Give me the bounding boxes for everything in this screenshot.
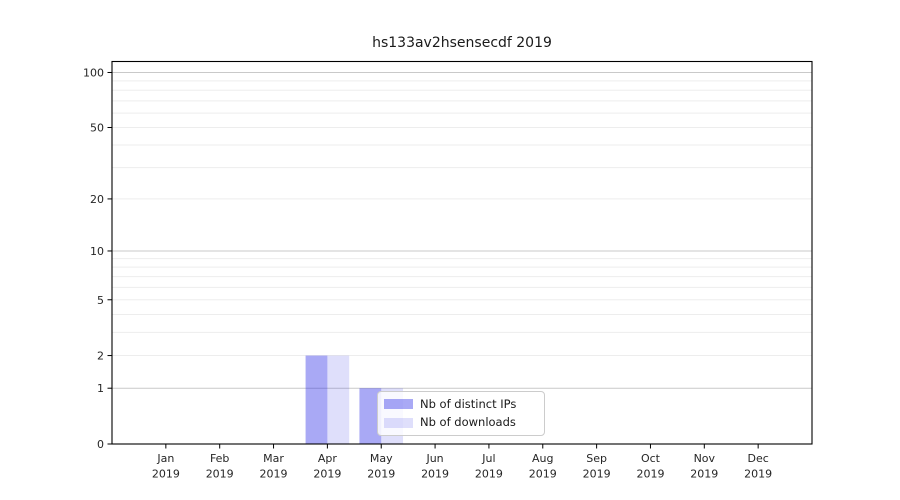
y-tick-label-50: 50	[90, 121, 104, 134]
distinct-ips-swatch	[384, 399, 413, 410]
y-tick-label-2: 2	[97, 350, 104, 363]
x-tick-label-year-nov: 2019	[690, 468, 718, 481]
x-tick-label-month-nov: Nov	[694, 452, 716, 465]
x-tick-label-month-mar: Mar	[263, 452, 284, 465]
x-tick-label-year-apr: 2019	[313, 468, 341, 481]
x-tick-label-month-jan: Jan	[156, 452, 174, 465]
y-tick-label-100: 100	[83, 66, 104, 79]
chart-title: hs133av2hsensecdf 2019	[372, 35, 552, 51]
x-tick-label-year-feb: 2019	[206, 468, 234, 481]
legend-item-distinct-ips: Nb of distinct IPs	[384, 395, 536, 414]
bar-distinct-ips-apr	[305, 355, 328, 444]
y-tick-label-5: 5	[97, 294, 104, 307]
x-tick-label-month-oct: Oct	[641, 452, 661, 465]
legend-box: Nb of distinct IPs Nb of downloads	[377, 391, 545, 436]
x-tick-label-month-sep: Sep	[586, 452, 607, 465]
y-tick-label-1: 1	[97, 382, 104, 395]
x-tick-label-month-may: May	[370, 452, 393, 465]
x-tick-label-year-jun: 2019	[421, 468, 449, 481]
x-tick-label-year-jul: 2019	[475, 468, 503, 481]
legend-label-distinct-ips: Nb of distinct IPs	[420, 396, 517, 411]
x-tick-label-year-may: 2019	[367, 468, 395, 481]
legend-label-downloads: Nb of downloads	[420, 415, 516, 429]
x-tick-label-month-jun: Jun	[425, 452, 443, 465]
x-tick-label-month-feb: Feb	[210, 452, 229, 465]
y-tick-label-0: 0	[97, 438, 104, 451]
x-tick-label-year-sep: 2019	[583, 468, 611, 481]
y-tick-label-20: 20	[90, 193, 104, 206]
x-tick-label-month-aug: Aug	[532, 452, 553, 465]
bar-distinct-ips-may	[359, 388, 382, 444]
x-tick-label-year-dec: 2019	[744, 468, 772, 481]
downloads-swatch	[384, 417, 413, 428]
x-tick-label-month-jul: Jul	[481, 452, 495, 465]
x-tick-label-year-oct: 2019	[636, 468, 664, 481]
x-tick-label-year-mar: 2019	[260, 468, 288, 481]
plot-border	[111, 60, 813, 445]
legend-item-downloads: Nb of downloads	[384, 414, 536, 433]
x-tick-label-year-aug: 2019	[529, 468, 557, 481]
x-tick-label-month-dec: Dec	[748, 452, 769, 465]
x-tick-label-month-apr: Apr	[318, 452, 338, 465]
y-tick-label-10: 10	[90, 245, 104, 258]
x-tick-label-year-jan: 2019	[152, 468, 180, 481]
bar-downloads-apr	[327, 355, 350, 444]
